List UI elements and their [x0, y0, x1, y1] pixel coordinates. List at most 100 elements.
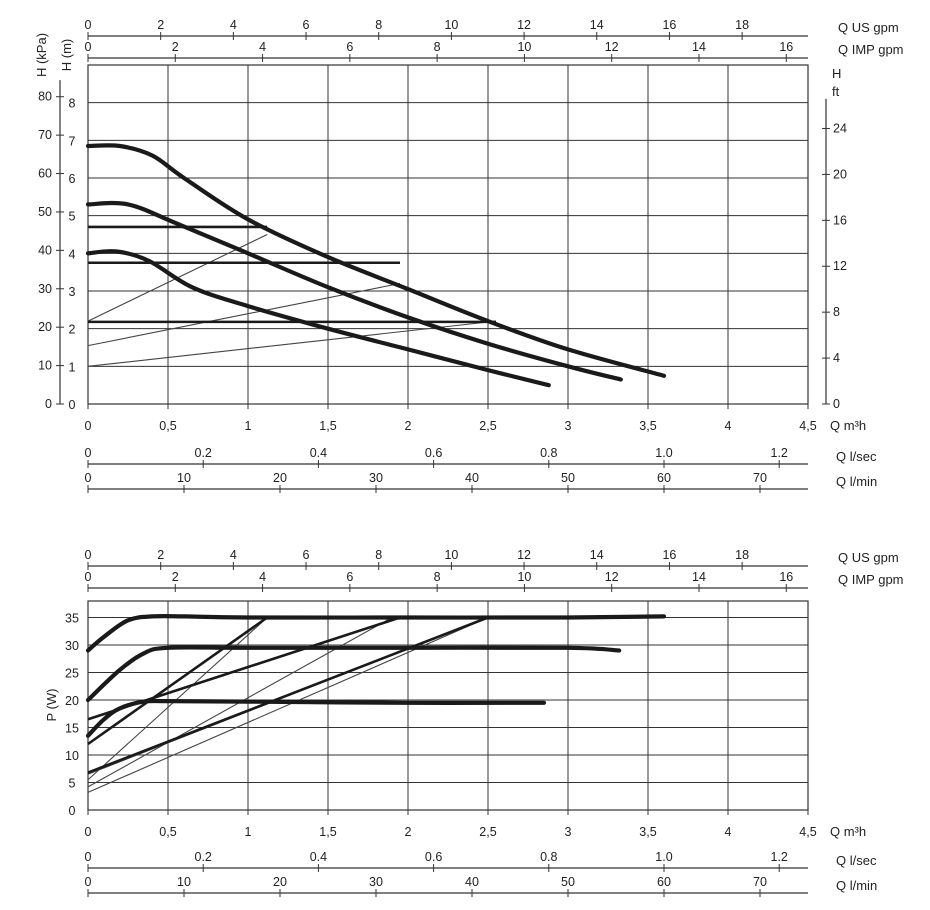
head-tick-label-m: 1	[69, 360, 76, 374]
power-curve-1	[85, 613, 667, 653]
power-tick-label-usgpm: 2	[157, 548, 164, 562]
power-axis-unit-usgpm: Q US gpm	[838, 550, 899, 565]
power-tick-label-impgpm: 4	[259, 570, 266, 584]
head-tick-label-impgpm: 4	[259, 40, 266, 54]
power-tick-label-lmin: 50	[561, 875, 575, 889]
power-tick-label-impgpm: 0	[85, 570, 92, 584]
head-tick-label-impgpm: 12	[605, 40, 619, 54]
power-axis-unit-impgpm: Q IMP gpm	[838, 572, 904, 587]
power-tick-label-impgpm: 2	[172, 570, 179, 584]
head-axis-unit-m3h: Q m³h	[830, 418, 866, 433]
power-tick-label-usgpm: 0	[85, 548, 92, 562]
power-tick-label-w: 5	[69, 777, 76, 791]
head-tick-label-lmin: 20	[273, 471, 287, 485]
power-tick-label-lsec: 0.8	[540, 850, 557, 864]
power-tick-label-m3h: 3,5	[639, 825, 656, 839]
head-tick-label-usgpm: 0	[85, 18, 92, 32]
power-tick-label-usgpm: 8	[375, 548, 382, 562]
head-tick-label-lsec: 0	[85, 446, 92, 460]
head-tick-label-usgpm: 2	[157, 18, 164, 32]
head-tick-label-m3h: 4	[725, 419, 732, 433]
power-tick-label-lmin: 60	[657, 875, 671, 889]
power-axis-unit-m3h: Q m³h	[830, 824, 866, 839]
head-tick-label-ft: 16	[833, 213, 847, 227]
head-ylabel-m: H (m)	[59, 39, 74, 72]
head-ylabel-ft-2: ft	[832, 84, 840, 99]
power-tick-label-lsec: 1.2	[771, 850, 788, 864]
head-ylabel-kpa: H (kPa)	[34, 33, 49, 77]
power-tick-label-impgpm: 6	[346, 570, 353, 584]
head-tick-label-lsec: 1.2	[771, 446, 788, 460]
head-tick-label-impgpm: 6	[346, 40, 353, 54]
head-tick-label-impgpm: 8	[434, 40, 441, 54]
power-tick-label-w: 15	[65, 722, 79, 736]
head-plot-frame	[87, 64, 809, 405]
head-tick-label-m: 6	[69, 172, 76, 186]
head-tick-label-m3h: 0	[85, 419, 92, 433]
power-tick-label-usgpm: 18	[735, 548, 749, 562]
power-ylabel: P (W)	[44, 689, 59, 722]
head-tick-label-lmin: 60	[657, 471, 671, 485]
head-tick-label-kpa: 10	[38, 359, 52, 373]
head-tick-label-impgpm: 14	[692, 40, 706, 54]
head-tick-label-impgpm: 0	[85, 40, 92, 54]
power-tick-label-usgpm: 4	[230, 548, 237, 562]
head-tick-label-kpa: 30	[38, 282, 52, 296]
head-axis-unit-impgpm: Q IMP gpm	[838, 42, 904, 57]
head-tick-label-usgpm: 10	[444, 18, 458, 32]
power-control-line	[87, 617, 268, 781]
head-tick-label-m3h: 1	[245, 419, 252, 433]
head-tick-label-kpa: 80	[38, 90, 52, 104]
power-tick-label-m3h: 0,5	[159, 825, 176, 839]
head-tick-label-lsec: 0.6	[425, 446, 442, 460]
power-tick-label-m3h: 0	[85, 825, 92, 839]
head-tick-label-lsec: 0.4	[310, 446, 327, 460]
head-tick-label-kpa: 40	[38, 243, 52, 257]
head-tick-label-m3h: 4,5	[799, 419, 816, 433]
head-tick-label-lmin: 30	[369, 471, 383, 485]
power-axis-unit-lmin: Q l/min	[836, 878, 877, 893]
head-tick-label-kpa: 60	[38, 167, 52, 181]
power-tick-label-impgpm: 16	[779, 570, 793, 584]
head-tick-label-m: 4	[69, 247, 76, 261]
head-tick-label-ft: 0	[833, 397, 840, 411]
head-tick-label-m3h: 3	[565, 419, 572, 433]
head-tick-label-lmin: 0	[85, 471, 92, 485]
power-tick-label-lsec: 0	[85, 850, 92, 864]
power-tick-label-m3h: 2,5	[479, 825, 496, 839]
head-tick-label-m: 3	[69, 285, 76, 299]
head-curve-2	[85, 200, 623, 382]
head-axis-unit-usgpm: Q US gpm	[838, 20, 899, 35]
head-tick-label-ft: 20	[833, 167, 847, 181]
head-tick-label-lsec: 1.0	[655, 446, 672, 460]
power-tick-label-usgpm: 10	[444, 548, 458, 562]
power-tick-label-w: 20	[65, 694, 79, 708]
power-control-line	[87, 616, 489, 793]
power-tick-label-m3h: 1	[245, 825, 252, 839]
head-tick-label-usgpm: 6	[303, 18, 310, 32]
head-tick-label-lmin: 70	[753, 471, 767, 485]
power-curve-3	[85, 698, 547, 738]
power-tick-label-lmin: 30	[369, 875, 383, 889]
head-tick-label-usgpm: 16	[662, 18, 676, 32]
head-tick-label-kpa: 0	[45, 397, 52, 411]
head-tick-label-lmin: 10	[177, 471, 191, 485]
power-tick-label-lmin: 20	[273, 875, 287, 889]
head-tick-label-m3h: 3,5	[639, 419, 656, 433]
head-tick-label-lsec: 0.8	[540, 446, 557, 460]
head-tick-label-kpa: 50	[38, 205, 52, 219]
head-tick-label-usgpm: 12	[517, 18, 531, 32]
power-tick-label-lsec: 1.0	[655, 850, 672, 864]
power-tick-label-impgpm: 8	[434, 570, 441, 584]
power-tick-label-lsec: 0.4	[310, 850, 327, 864]
head-tick-label-lsec: 0.2	[195, 446, 212, 460]
head-tick-label-kpa: 70	[38, 128, 52, 142]
power-tick-label-impgpm: 10	[517, 570, 531, 584]
head-tick-label-m: 7	[69, 134, 76, 148]
head-tick-label-ft: 8	[833, 305, 840, 319]
head-tick-label-m3h: 1,5	[319, 419, 336, 433]
power-tick-label-w: 30	[65, 639, 79, 653]
power-tick-label-m3h: 1,5	[319, 825, 336, 839]
power-tick-label-lsec: 0.6	[425, 850, 442, 864]
